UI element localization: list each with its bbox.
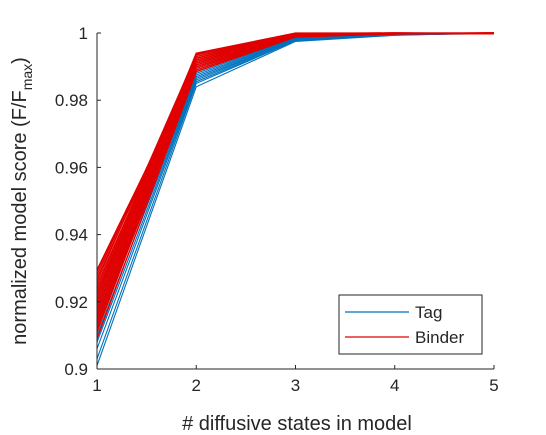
y-axis-label-close: ): [9, 57, 31, 64]
series-lines: [97, 32, 494, 366]
y-tick-label: 0.94: [55, 226, 88, 245]
y-tick-label: 0.9: [64, 360, 88, 379]
y-axis-label: normalized model score (F/Fmax): [9, 57, 35, 345]
y-axis-label-main: normalized model score (F/F: [9, 90, 31, 345]
legend-box: [338, 294, 483, 355]
x-axis-label: # diffusive states in model: [182, 413, 412, 435]
ticks: 1 2 3 4 5 0.9 0.92 0.94 0.96 0.98 1: [55, 24, 499, 395]
y-tick-label: 0.98: [55, 91, 88, 110]
x-tick-label: 3: [291, 376, 300, 395]
binder-series-line: [97, 33, 494, 271]
x-tick-label: 5: [489, 376, 498, 395]
y-tick-label: 1: [79, 24, 88, 43]
y-axis-label-sub: max: [19, 64, 35, 90]
x-tick-label: 1: [92, 376, 101, 395]
x-tick-label: 4: [390, 376, 399, 395]
x-tick-label: 2: [192, 376, 201, 395]
legend-label-tag: Tag: [415, 303, 442, 322]
y-tick-label: 0.96: [55, 158, 88, 177]
legend-label-binder: Binder: [415, 328, 464, 347]
y-tick-label: 0.92: [55, 293, 88, 312]
legend: Tag Binder: [338, 294, 483, 355]
